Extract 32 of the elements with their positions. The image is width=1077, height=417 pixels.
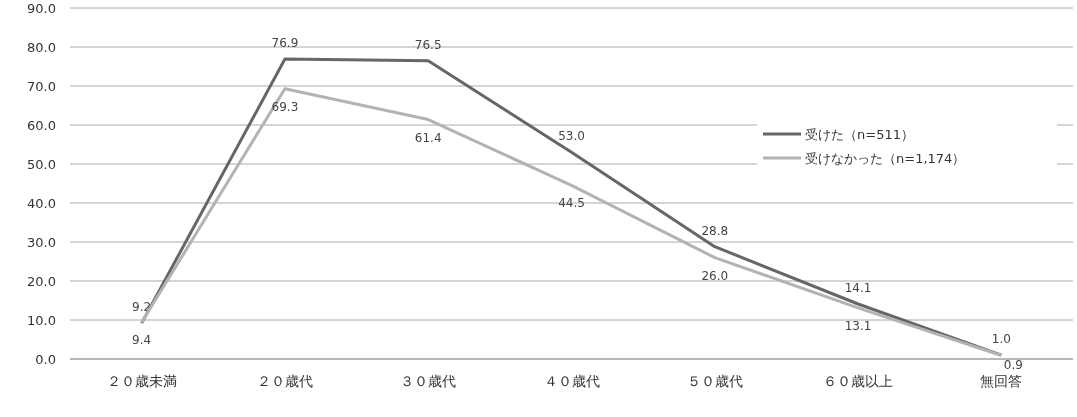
data-label: 14.1 <box>844 281 872 296</box>
legend-label: 受けた（n=511） <box>805 126 914 142</box>
data-label: 69.3 <box>271 99 299 114</box>
data-label: 76.9 <box>271 36 299 51</box>
x-tick-label: ５０歳代 <box>686 373 743 389</box>
data-label: 0.9 <box>1003 358 1023 373</box>
y-tick-label: 90.0 <box>27 0 56 16</box>
y-tick-label: 70.0 <box>27 78 56 94</box>
x-tick-label: ２０歳代 <box>256 373 313 389</box>
x-tick-label: ４０歳代 <box>543 373 600 389</box>
data-label: 76.5 <box>414 37 442 52</box>
legend-label: 受けなかった（n=1,174） <box>805 150 966 166</box>
x-tick-label: ２０歳未満 <box>106 373 177 389</box>
data-label: 1.0 <box>991 332 1011 347</box>
y-tick-label: 0.0 <box>35 351 56 367</box>
y-tick-label: 20.0 <box>27 273 56 289</box>
x-tick-label: 無回答 <box>980 373 1023 389</box>
data-label: 9.4 <box>132 333 152 348</box>
x-tick-label: ３０歳代 <box>400 373 457 389</box>
data-label: 61.4 <box>414 130 442 145</box>
y-tick-label: 50.0 <box>27 156 56 172</box>
x-tick-label: ６０歳以上 <box>823 373 894 389</box>
y-tick-label: 10.0 <box>27 312 56 328</box>
y-tick-label: 60.0 <box>27 117 56 133</box>
y-tick-label: 30.0 <box>27 234 56 250</box>
y-tick-label: 40.0 <box>27 195 56 211</box>
data-label: 44.5 <box>558 196 585 211</box>
y-tick-label: 80.0 <box>27 39 56 55</box>
data-label: 26.0 <box>701 268 729 283</box>
data-label: 53.0 <box>558 129 585 144</box>
data-label: 28.8 <box>701 223 729 238</box>
data-label: 13.1 <box>844 318 872 333</box>
